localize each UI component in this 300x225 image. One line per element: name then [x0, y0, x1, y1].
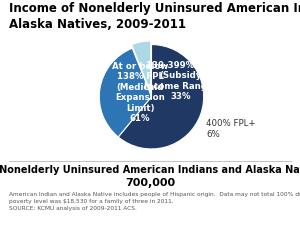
Text: Income of Nonelderly Uninsured American Indians and
Alaska Natives, 2009-2011: Income of Nonelderly Uninsured American … — [9, 2, 300, 31]
Text: 400% FPL+
6%: 400% FPL+ 6% — [206, 119, 256, 139]
Text: Total Nonelderly Uninsured American Indians and Alaska Natives:: Total Nonelderly Uninsured American Indi… — [0, 165, 300, 175]
Text: At or below
138% FPL
(Medicaid
Expansion
Limit)
61%: At or below 138% FPL (Medicaid Expansion… — [112, 62, 168, 123]
Text: 700,000: 700,000 — [125, 178, 175, 188]
Text: American Indian and Alaska Native includes people of Hispanic origin.  Data may : American Indian and Alaska Native includ… — [9, 192, 300, 211]
Wedge shape — [118, 45, 204, 149]
Wedge shape — [99, 48, 152, 137]
Wedge shape — [132, 41, 151, 93]
Text: 139-399% FPL
(Subsidy
Income Range)
33%: 139-399% FPL (Subsidy Income Range) 33% — [144, 61, 217, 101]
